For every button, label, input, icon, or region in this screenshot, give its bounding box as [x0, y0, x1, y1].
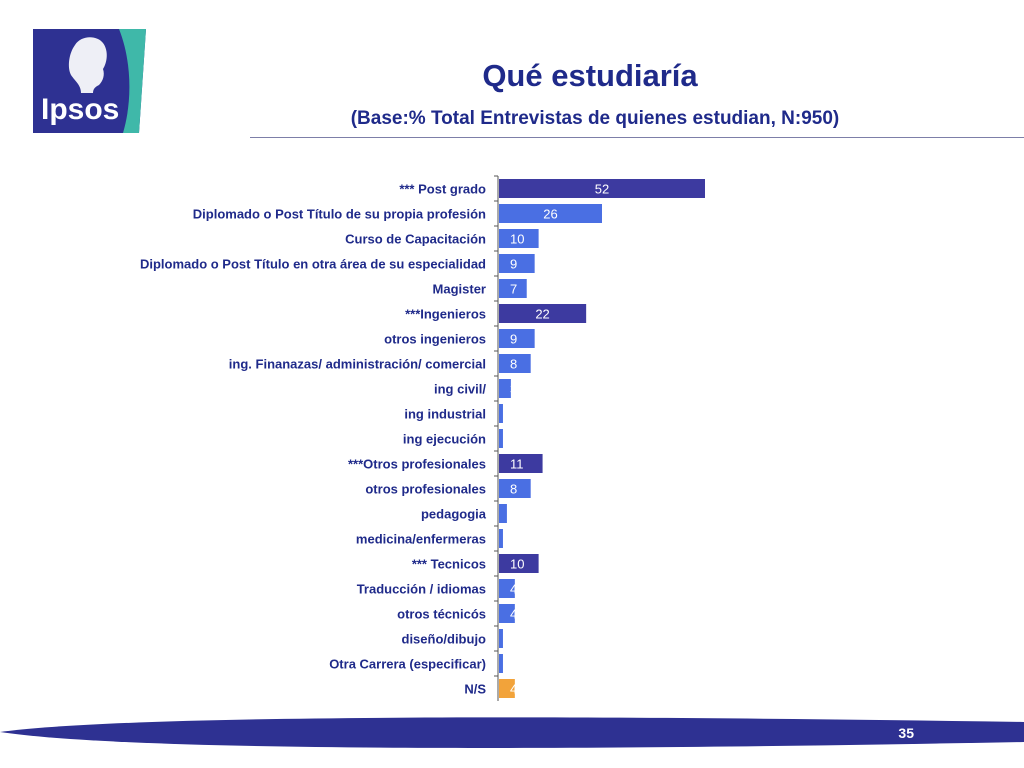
bar-chart: *** Post grado 52 Diplomado o Post Título …: [140, 175, 705, 701]
category-label: Magister: [433, 282, 486, 297]
bar-value-label: 11: [510, 457, 524, 472]
category-label: Traducción / idiomas: [357, 582, 486, 597]
ipsos-logo-graphic: Ipsos: [33, 29, 146, 133]
bar-value-label: 4: [510, 582, 517, 597]
bar-value-label: 52: [595, 182, 609, 197]
bar-value-label: 4: [510, 607, 517, 622]
category-label: *** Post grado: [399, 182, 486, 197]
footer-band: [0, 717, 1024, 748]
category-label: ing industrial: [404, 407, 486, 422]
bar-value-label: 2: [510, 507, 517, 522]
category-label: ing civil/: [434, 382, 486, 397]
bar: [499, 279, 527, 298]
bar-value-label: 22: [535, 307, 549, 322]
bar: [499, 604, 515, 623]
bar-value-label: 8: [510, 482, 517, 497]
bar: [499, 579, 515, 598]
page-number: 35: [898, 725, 914, 741]
category-label: pedagogia: [421, 507, 487, 522]
bar: [499, 454, 543, 473]
bar: [499, 254, 535, 273]
category-label: *** Tecnicos: [412, 557, 486, 572]
bar-value-label: 7: [510, 282, 517, 297]
category-label: Otra Carrera (especificar): [329, 657, 486, 672]
bar: [499, 529, 503, 548]
page-subtitle: (Base:% Total Entrevistas de quienes est…: [350, 108, 840, 129]
category-label: Diplomado o Post Título en otra área de …: [140, 257, 486, 272]
bar: [499, 229, 539, 248]
bar: [499, 329, 535, 348]
category-label: ing. Finanazas/ administración/ comercia…: [229, 357, 486, 372]
category-label: otros ingenieros: [384, 332, 486, 347]
bar-value-label: 9: [510, 332, 517, 347]
bar: [499, 204, 602, 223]
bar-value-label: 8: [510, 357, 517, 372]
bar-value-label: 4: [510, 682, 517, 697]
bar: [499, 479, 531, 498]
category-label: medicina/enfermeras: [356, 532, 486, 547]
bar: [499, 304, 587, 323]
category-label: otros técnicós: [397, 607, 486, 622]
bar: [499, 429, 503, 448]
category-label: otros profesionales: [365, 482, 486, 497]
category-label: Curso de Capacitación: [345, 232, 486, 247]
bar: [499, 179, 705, 198]
category-label: Diplomado o Post Título de su propia pro…: [193, 207, 486, 222]
ipsos-logo: Ipsos: [33, 29, 146, 133]
bar-value-label: 26: [543, 207, 557, 222]
bar-value-label: 9: [510, 257, 517, 272]
bar-value-label: 3: [510, 382, 517, 397]
page-title: Qué estudiaría: [482, 58, 698, 93]
bar-value-label: 10: [510, 557, 524, 572]
category-label: ing ejecución: [403, 432, 486, 447]
bar: [499, 504, 507, 523]
bar: [499, 654, 503, 673]
category-label: N/S: [464, 682, 486, 697]
bar: [499, 554, 539, 573]
bar: [499, 354, 531, 373]
header-divider: [250, 137, 1024, 138]
bar: [499, 679, 515, 698]
bar: [499, 404, 503, 423]
bar-value-label: 10: [510, 232, 524, 247]
category-label: diseño/dibujo: [402, 632, 487, 647]
category-label: ***Ingenieros: [405, 307, 486, 322]
bar: [499, 629, 503, 648]
category-label: ***Otros profesionales: [348, 457, 486, 472]
bar: [499, 379, 511, 398]
logo-text: Ipsos: [41, 93, 119, 126]
